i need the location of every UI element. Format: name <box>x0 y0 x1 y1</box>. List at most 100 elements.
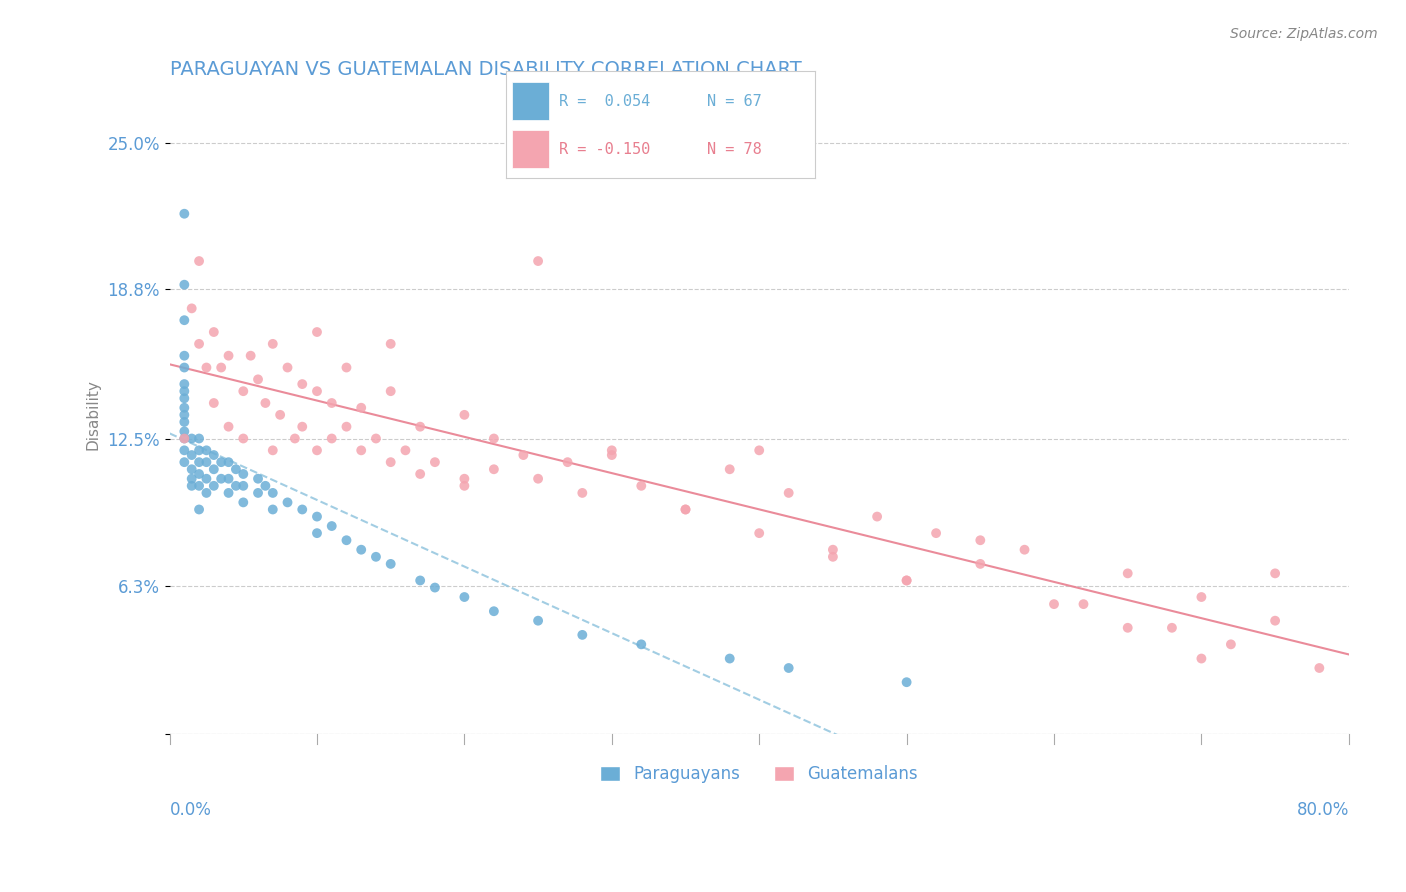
Point <box>335 419 357 434</box>
Text: PARAGUAYAN VS GUATEMALAN DISABILITY CORRELATION CHART: PARAGUAYAN VS GUATEMALAN DISABILITY CORR… <box>170 60 801 78</box>
Point <box>821 542 844 557</box>
Point <box>969 557 991 571</box>
Point <box>180 432 202 446</box>
Point <box>1161 621 1184 635</box>
Point <box>512 448 534 462</box>
Point <box>321 432 343 446</box>
Point <box>218 486 240 500</box>
Point <box>188 479 211 493</box>
Point <box>778 486 800 500</box>
Point <box>1116 566 1139 581</box>
Point <box>380 384 402 399</box>
Point <box>675 502 697 516</box>
Point <box>262 336 284 351</box>
Y-axis label: Disability: Disability <box>86 379 100 450</box>
Point <box>291 502 314 516</box>
Point <box>173 360 195 375</box>
Point <box>247 472 270 486</box>
Text: 0.0%: 0.0% <box>170 800 211 819</box>
Point <box>180 479 202 493</box>
Point <box>453 472 475 486</box>
Point <box>380 557 402 571</box>
Point <box>1189 651 1212 665</box>
Point <box>195 443 218 458</box>
Text: R =  0.054: R = 0.054 <box>558 94 650 109</box>
Point <box>218 349 240 363</box>
Point <box>1189 590 1212 604</box>
Point <box>188 254 211 268</box>
Point <box>896 574 918 588</box>
Point <box>202 462 225 476</box>
Point <box>350 443 373 458</box>
Point <box>291 377 314 392</box>
Point <box>600 443 623 458</box>
Point <box>269 408 291 422</box>
Point <box>1014 542 1036 557</box>
Point <box>409 574 432 588</box>
Point <box>195 360 218 375</box>
Point <box>173 207 195 221</box>
Point <box>1116 621 1139 635</box>
Point <box>453 408 475 422</box>
Point <box>305 325 328 339</box>
Point <box>305 509 328 524</box>
Point <box>188 443 211 458</box>
Point <box>748 526 770 541</box>
Point <box>453 479 475 493</box>
Point <box>1073 597 1095 611</box>
Point <box>482 432 505 446</box>
Point <box>675 502 697 516</box>
Point <box>453 590 475 604</box>
Point <box>394 443 416 458</box>
Point <box>225 462 247 476</box>
Point <box>180 472 202 486</box>
Point <box>173 313 195 327</box>
Point <box>630 479 652 493</box>
Point <box>276 360 298 375</box>
Point <box>262 443 284 458</box>
Point <box>748 443 770 458</box>
Point <box>173 425 195 439</box>
Point <box>527 614 550 628</box>
Point <box>423 455 446 469</box>
Point <box>195 486 218 500</box>
Point <box>247 372 270 386</box>
Bar <box>512 130 550 168</box>
Point <box>218 472 240 486</box>
Point <box>350 401 373 415</box>
Point <box>218 455 240 469</box>
Point <box>778 661 800 675</box>
Point <box>254 396 277 410</box>
Point <box>718 462 741 476</box>
Point <box>630 637 652 651</box>
Point <box>232 432 254 446</box>
Point <box>173 401 195 415</box>
Point <box>896 574 918 588</box>
Point <box>335 360 357 375</box>
Point <box>527 472 550 486</box>
Point <box>173 392 195 406</box>
Point <box>821 549 844 564</box>
Point <box>209 360 232 375</box>
Point <box>180 448 202 462</box>
Point <box>305 443 328 458</box>
Point <box>195 455 218 469</box>
Point <box>423 581 446 595</box>
Point <box>482 462 505 476</box>
Point <box>262 502 284 516</box>
Point <box>209 455 232 469</box>
Point <box>173 443 195 458</box>
Point <box>188 502 211 516</box>
Point <box>180 301 202 316</box>
Point <box>284 432 307 446</box>
Point <box>254 479 277 493</box>
Point <box>718 651 741 665</box>
Point <box>225 479 247 493</box>
Point <box>380 336 402 351</box>
Point <box>202 396 225 410</box>
Point <box>188 432 211 446</box>
Point <box>557 455 579 469</box>
Point <box>232 467 254 481</box>
Text: Source: ZipAtlas.com: Source: ZipAtlas.com <box>1230 27 1378 41</box>
Point <box>188 455 211 469</box>
